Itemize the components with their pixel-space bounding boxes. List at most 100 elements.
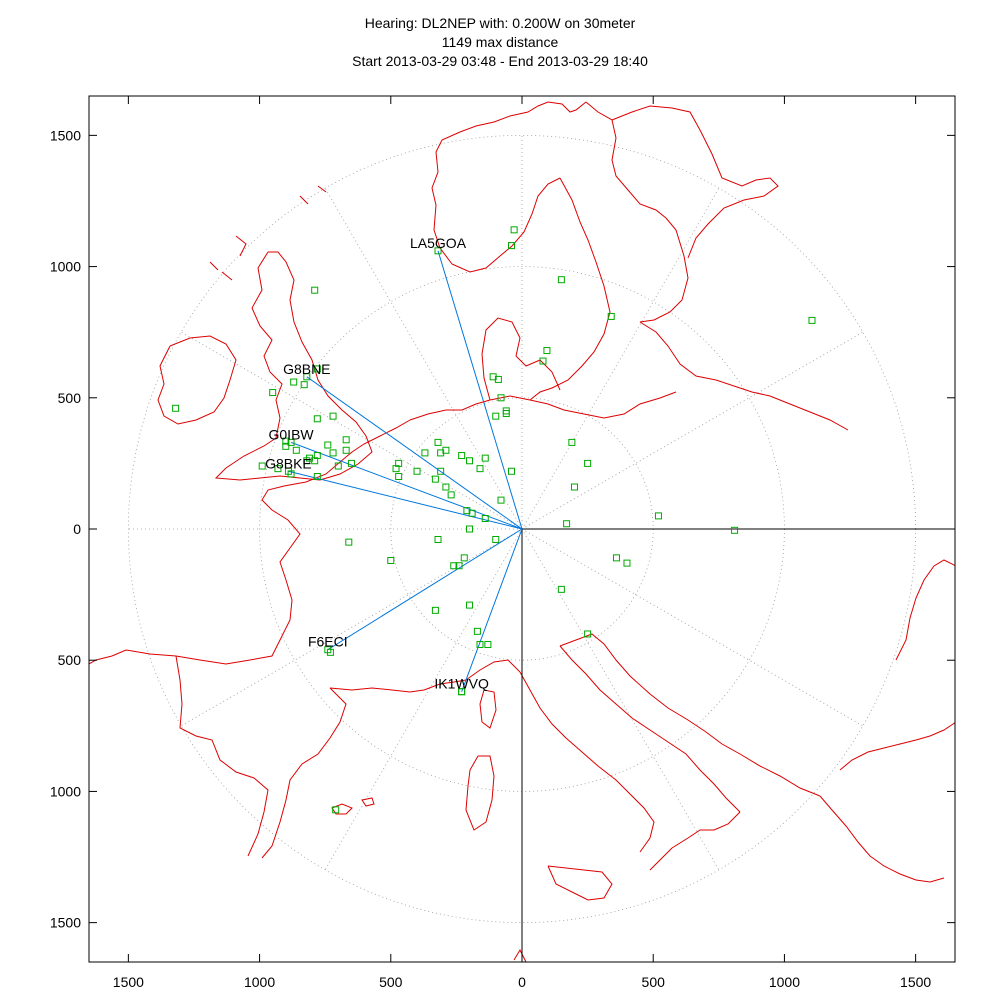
x-tick-label: 500 bbox=[379, 974, 403, 990]
station-label-ik1wvq: IK1WVQ bbox=[434, 676, 489, 692]
spot-point bbox=[172, 404, 180, 412]
coastline-scotland-islands bbox=[209, 185, 327, 281]
spot-point bbox=[290, 378, 298, 386]
y-tick-label: 1500 bbox=[50, 127, 81, 143]
grid-spoke-210 bbox=[180, 528, 523, 727]
spot-point bbox=[484, 640, 492, 648]
spot-point bbox=[557, 585, 565, 593]
coastline-france-north bbox=[261, 419, 411, 581]
spot-point bbox=[466, 525, 474, 533]
spot-point bbox=[466, 457, 474, 465]
x-tick-label: 1000 bbox=[769, 974, 800, 990]
spot-point bbox=[313, 365, 321, 373]
spot-point bbox=[481, 454, 489, 462]
spot-point bbox=[434, 438, 442, 446]
spot-point bbox=[329, 449, 337, 457]
spot-point bbox=[731, 526, 739, 534]
spot-point bbox=[392, 465, 400, 473]
spot-point bbox=[332, 806, 340, 814]
tick-labels: 1500 1000 500 0 500 1000 1500 1500 1000 500 0 500 10… bbox=[50, 96, 955, 990]
spot-point bbox=[563, 520, 571, 528]
grid-spoke-330 bbox=[521, 528, 864, 727]
x-tick-label: 1500 bbox=[900, 974, 931, 990]
spot-point bbox=[345, 538, 353, 546]
chart-subtitle-time-range: Start 2013-03-29 03:48 - End 2013-03-29 … bbox=[352, 53, 648, 69]
y-tick-label: 0 bbox=[73, 521, 81, 537]
spot-point bbox=[282, 437, 290, 445]
coastline-denmark bbox=[481, 317, 561, 401]
coastline-scandinavia-west bbox=[431, 101, 587, 265]
coastline-germany-north bbox=[409, 391, 677, 421]
coastline-scandinavia-south bbox=[451, 177, 561, 273]
spot-point bbox=[287, 438, 295, 446]
spot-point bbox=[508, 242, 516, 250]
spot-point bbox=[431, 475, 439, 483]
spot-point bbox=[282, 442, 290, 450]
spot-point bbox=[311, 286, 319, 294]
spot-point bbox=[303, 457, 311, 465]
y-tick-label: 500 bbox=[58, 390, 82, 406]
coastline-italy-east bbox=[559, 645, 741, 813]
spot-point bbox=[468, 509, 476, 517]
spot-point bbox=[460, 554, 468, 562]
signal-path-g8bke bbox=[288, 470, 523, 530]
station-label-g8bke: G8BKE bbox=[265, 455, 312, 471]
coastline-france-west bbox=[111, 579, 293, 665]
spot-point bbox=[387, 556, 395, 564]
coastline-kola bbox=[611, 105, 779, 259]
coastline-italy-west bbox=[465, 659, 655, 853]
spot-point bbox=[497, 496, 505, 504]
spot-point bbox=[568, 438, 576, 446]
spot-point bbox=[623, 559, 631, 567]
spot-point bbox=[413, 467, 421, 475]
coastline-map bbox=[89, 101, 955, 962]
station-labels: LA5GOA G8BNE G0IBW G8BKE F6ECI IK1WVQ bbox=[265, 235, 489, 692]
spot-point bbox=[539, 357, 547, 365]
y-tick-label: 1000 bbox=[50, 783, 81, 799]
signal-path-la5goa bbox=[437, 250, 523, 530]
spot-point bbox=[570, 483, 578, 491]
coastline-aegean bbox=[839, 722, 955, 771]
spot-point bbox=[324, 646, 332, 654]
spot-point bbox=[342, 446, 350, 454]
spot-point bbox=[476, 640, 484, 648]
spot-point bbox=[258, 462, 266, 470]
station-label-f6eci: F6ECI bbox=[308, 634, 348, 650]
spot-point bbox=[447, 491, 455, 499]
x-tick-label: 500 bbox=[642, 974, 666, 990]
spot-point bbox=[284, 467, 292, 475]
y-tick-label: 1500 bbox=[50, 915, 81, 931]
coastline-italy-heel bbox=[649, 811, 741, 871]
spot-point bbox=[584, 630, 592, 638]
spot-point bbox=[303, 373, 311, 381]
spot-point bbox=[329, 412, 337, 420]
grid-spoke-60 bbox=[521, 187, 720, 530]
chart-subtitle-distance: 1149 max distance bbox=[441, 34, 559, 50]
spot-point bbox=[313, 415, 321, 423]
spot-point bbox=[334, 462, 342, 470]
grid-spoke-300 bbox=[521, 528, 720, 871]
signal-path-g8bne bbox=[306, 376, 523, 530]
coastline-sweden-baltic bbox=[529, 177, 611, 401]
spot-point bbox=[313, 452, 321, 460]
y-tick-label: 1000 bbox=[50, 259, 81, 275]
x-tick-label: 1500 bbox=[113, 974, 144, 990]
coastline-finland bbox=[639, 217, 689, 323]
spot-point bbox=[342, 436, 350, 444]
spot-point bbox=[324, 441, 332, 449]
coastline-sardinia bbox=[465, 755, 495, 831]
spot-point bbox=[313, 473, 321, 481]
spot-point bbox=[654, 512, 662, 520]
spot-point bbox=[584, 459, 592, 467]
spot-point bbox=[434, 247, 442, 255]
spot-point bbox=[494, 375, 502, 383]
coastline-iberia bbox=[175, 655, 269, 857]
spot-point bbox=[543, 347, 551, 355]
spot-point bbox=[481, 515, 489, 523]
spot-point bbox=[508, 467, 516, 475]
spot-point bbox=[466, 601, 474, 609]
spot-point bbox=[269, 389, 277, 397]
station-label-la5goa: LA5GOA bbox=[410, 235, 467, 251]
x-tick-label: 1000 bbox=[244, 974, 275, 990]
